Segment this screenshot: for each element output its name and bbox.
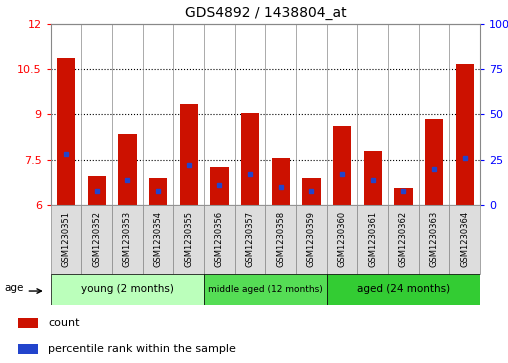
Bar <box>173 205 204 274</box>
Text: GSM1230362: GSM1230362 <box>399 211 408 267</box>
Bar <box>358 205 388 274</box>
Text: GSM1230357: GSM1230357 <box>245 211 255 267</box>
Text: GSM1230358: GSM1230358 <box>276 211 285 267</box>
Bar <box>327 205 358 274</box>
Text: percentile rank within the sample: percentile rank within the sample <box>48 344 236 354</box>
Bar <box>18 318 38 328</box>
Bar <box>143 205 173 274</box>
Text: count: count <box>48 318 80 328</box>
Bar <box>87 176 106 205</box>
Text: GSM1230364: GSM1230364 <box>460 211 469 267</box>
Text: GSM1230351: GSM1230351 <box>61 211 71 266</box>
Text: GSM1230356: GSM1230356 <box>215 211 224 267</box>
Bar <box>18 344 38 354</box>
Bar <box>118 134 137 205</box>
Bar <box>327 274 480 305</box>
Bar <box>51 205 81 274</box>
Bar <box>296 205 327 274</box>
Bar <box>456 65 474 205</box>
Bar <box>210 167 229 205</box>
Text: GSM1230360: GSM1230360 <box>338 211 346 267</box>
Bar <box>57 58 75 205</box>
Bar <box>180 104 198 205</box>
Text: middle aged (12 months): middle aged (12 months) <box>208 285 323 294</box>
Title: GDS4892 / 1438804_at: GDS4892 / 1438804_at <box>184 6 346 20</box>
Bar <box>51 274 204 305</box>
Bar <box>112 205 143 274</box>
Bar <box>265 205 296 274</box>
Bar <box>81 205 112 274</box>
Text: GSM1230353: GSM1230353 <box>123 211 132 267</box>
Text: young (2 months): young (2 months) <box>81 285 174 294</box>
Bar <box>204 205 235 274</box>
Bar <box>272 158 290 205</box>
Bar <box>364 151 382 205</box>
Bar <box>302 178 321 205</box>
Text: age: age <box>4 283 23 293</box>
Bar <box>419 205 450 274</box>
Bar <box>425 119 443 205</box>
Bar <box>149 178 167 205</box>
Text: GSM1230359: GSM1230359 <box>307 211 316 266</box>
Bar <box>394 188 412 205</box>
Text: aged (24 months): aged (24 months) <box>357 285 450 294</box>
Bar <box>204 274 327 305</box>
Bar <box>241 113 259 205</box>
Text: GSM1230355: GSM1230355 <box>184 211 193 266</box>
Bar <box>333 126 352 205</box>
Text: GSM1230354: GSM1230354 <box>153 211 163 266</box>
Bar <box>388 205 419 274</box>
Text: GSM1230361: GSM1230361 <box>368 211 377 267</box>
Text: GSM1230363: GSM1230363 <box>430 211 438 267</box>
Bar <box>235 205 265 274</box>
Text: GSM1230352: GSM1230352 <box>92 211 101 266</box>
Bar <box>450 205 480 274</box>
